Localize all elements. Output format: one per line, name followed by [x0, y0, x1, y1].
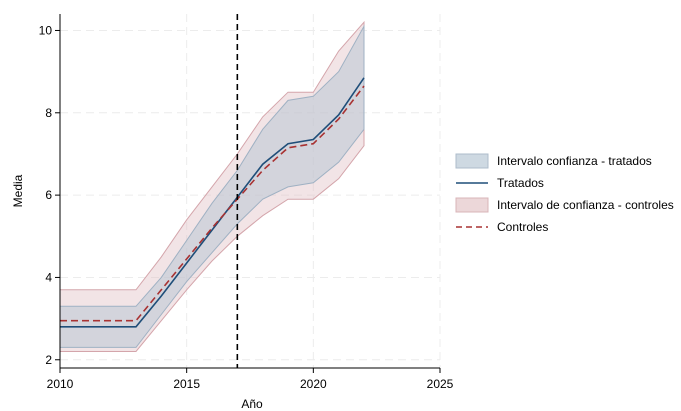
legend-swatch-ci-controls	[455, 197, 489, 213]
legend-label-ci-controls: Intervalo de confianza - controles	[497, 198, 674, 212]
y-tick-label: 4	[45, 270, 52, 284]
y-tick-label: 2	[45, 353, 52, 367]
legend-label-ci-treated: Intervalo confianza - tratados	[497, 154, 652, 168]
grid	[59, 14, 441, 368]
legend-swatch-ci-treated	[455, 153, 489, 169]
y-axis-label: Media	[11, 174, 25, 207]
series-lines	[60, 77, 365, 328]
y-tick-label: 8	[45, 106, 52, 120]
line-treated	[60, 77, 365, 328]
line-controls	[60, 85, 365, 322]
x-tick-label: 2010	[47, 377, 74, 391]
x-tick-label: 2025	[427, 377, 454, 391]
legend-label-treated: Tratados	[497, 176, 544, 190]
x-tick-label: 2015	[173, 377, 200, 391]
legend-swatch-treated	[455, 175, 489, 191]
confidence-bands	[59, 20, 365, 352]
band-ci-controls	[59, 20, 365, 352]
legend-item-controls: Controles	[455, 216, 677, 238]
legend: Intervalo confianza - tratados Tratados …	[455, 150, 677, 238]
legend-item-ci-controls: Intervalo de confianza - controles	[455, 194, 677, 216]
x-axis-label: Año	[241, 397, 263, 411]
y-tick-label: 6	[45, 188, 52, 202]
legend-swatch-controls	[455, 219, 489, 235]
legend-item-ci-treated: Intervalo confianza - tratados	[455, 150, 677, 172]
legend-label-controls: Controles	[497, 220, 549, 234]
legend-item-treated: Tratados	[455, 172, 677, 194]
axes: 2 4 6 8 10 2010 2015 2020 2025	[39, 14, 454, 391]
x-tick-label: 2020	[300, 377, 327, 391]
band-ci-treated	[59, 24, 365, 348]
y-tick-label: 10	[39, 23, 53, 37]
